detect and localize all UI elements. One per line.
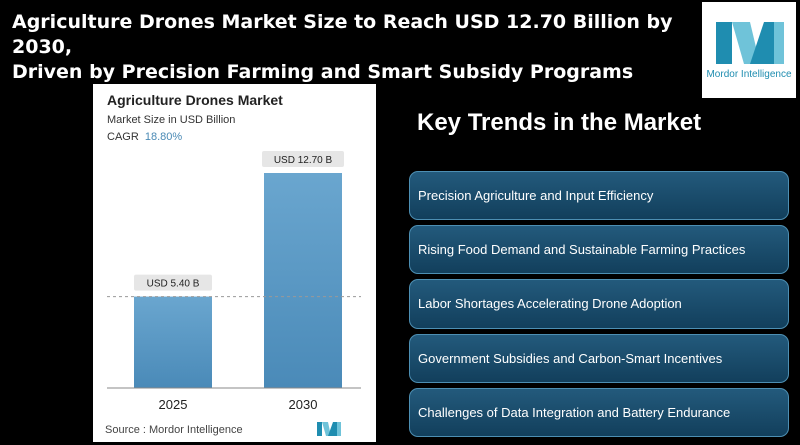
trend-item-data-integration-challenges: Challenges of Data Integration and Batte… [409, 388, 789, 437]
cagr-row: CAGR 18.80% [107, 131, 182, 143]
trend-item-labor-shortages: Labor Shortages Accelerating Drone Adopt… [409, 279, 789, 329]
data-label-bg-2030 [262, 151, 344, 167]
key-trends-title: Key Trends in the Market [417, 109, 702, 136]
trend-item-food-demand: Rising Food Demand and Sustainable Farmi… [409, 225, 789, 274]
data-label-2030: USD 12.70 B [274, 155, 333, 166]
data-label-bg-2025 [134, 274, 212, 291]
headline: Agriculture Drones Market Size to Reach … [12, 10, 692, 85]
cagr-label: CAGR [107, 131, 139, 143]
brand-logo: Mordor Intelligence [702, 2, 796, 98]
cagr-value: 18.80% [144, 131, 183, 143]
bar-chart: USD 5.40 B 2025 USD 12.70 B 2030 [107, 151, 361, 412]
chart-source: Source : Mordor Intelligence [105, 424, 243, 436]
chart-subtitle: Market Size in USD Billion [107, 114, 236, 126]
headline-line-1: Agriculture Drones Market Size to Reach … [12, 11, 673, 58]
trend-item-precision-agriculture: Precision Agriculture and Input Efficien… [409, 171, 789, 220]
headline-line-2: Driven by Precision Farming and Smart Su… [12, 61, 634, 83]
data-label-2025: USD 5.40 B [147, 279, 200, 290]
bar-2025 [134, 296, 212, 388]
chart-title: Agriculture Drones Market [107, 92, 283, 108]
bar-2030 [264, 173, 342, 388]
brand-logo-text: Mordor Intelligence [706, 69, 792, 80]
brand-logo-icon [716, 22, 784, 64]
trend-item-government-subsidies: Government Subsidies and Carbon-Smart In… [409, 334, 789, 383]
mordor-small-logo-icon [317, 422, 341, 436]
market-chart-card: Agriculture Drones Market Market Size in… [93, 84, 376, 442]
x-tick-label-2030: 2030 [289, 397, 318, 412]
x-tick-label-2025: 2025 [159, 397, 188, 412]
